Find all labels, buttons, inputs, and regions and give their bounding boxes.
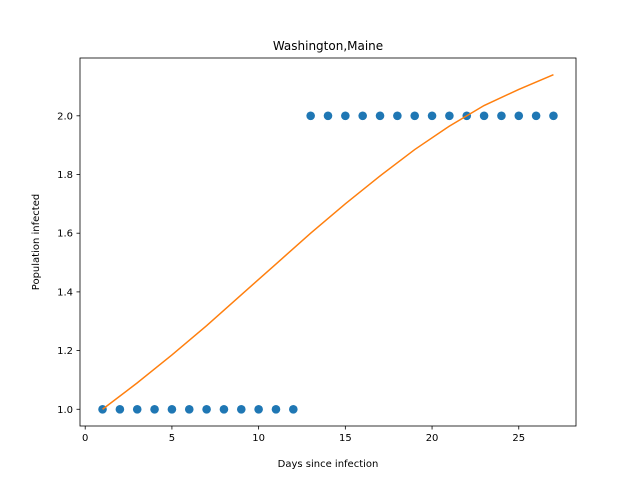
plot-area: 0 5 10 15 20 25 1.0 1.2 1.4 1.6 1.8 2.0	[57, 57, 577, 444]
data-point	[132, 404, 142, 414]
data-point	[202, 404, 211, 414]
y-tick-label: 2.0	[57, 111, 73, 122]
data-point	[479, 111, 489, 121]
x-tick-label: 25	[512, 433, 525, 444]
x-tick-label: 15	[339, 433, 352, 444]
data-point	[445, 111, 454, 121]
data-point	[306, 111, 315, 121]
data-point	[531, 111, 541, 121]
data-point	[393, 111, 402, 121]
x-tick-label: 10	[252, 433, 265, 444]
axes-frame	[79, 57, 577, 427]
data-point	[115, 404, 125, 414]
y-tick-label: 1.4	[57, 287, 73, 298]
data-point	[497, 111, 506, 121]
x-tick-label: 5	[169, 433, 175, 444]
data-point	[289, 404, 298, 414]
data-point	[375, 111, 385, 121]
x-axis-label: Days since infection	[278, 459, 379, 470]
y-axis-label: Population infected	[31, 194, 42, 290]
data-point	[271, 404, 281, 414]
data-point	[358, 111, 367, 121]
y-tick-label: 1.6	[57, 229, 73, 240]
data-point	[323, 111, 333, 121]
data-point	[410, 111, 420, 121]
data-point	[184, 404, 194, 414]
data-point	[167, 404, 177, 414]
y-tick-label: 1.2	[57, 346, 73, 357]
chart-title: Washington,Maine	[273, 39, 383, 53]
x-tick-label: 0	[82, 433, 88, 444]
fit-line	[102, 74, 554, 410]
y-tick-label: 1.8	[57, 170, 73, 181]
data-point	[219, 404, 229, 414]
data-point	[514, 111, 524, 121]
x-tick-label: 20	[426, 433, 439, 444]
data-point	[341, 111, 350, 121]
data-point	[427, 111, 437, 121]
data-point	[254, 404, 263, 414]
data-point	[236, 404, 246, 414]
data-point	[549, 111, 558, 121]
data-point	[150, 404, 159, 414]
y-tick-label: 1.0	[57, 405, 73, 416]
